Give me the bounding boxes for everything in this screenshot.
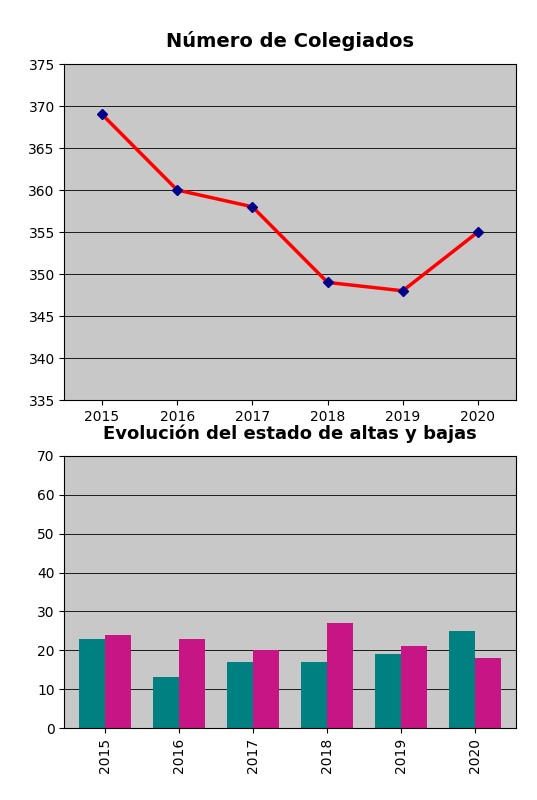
Bar: [327, 623, 353, 728]
Bar: [375, 654, 401, 728]
Title: Evolución del estado de altas y bajas: Evolución del estado de altas y bajas: [103, 425, 477, 443]
Bar: [179, 638, 205, 728]
Bar: [401, 646, 427, 728]
Bar: [475, 658, 500, 728]
Bar: [105, 634, 131, 728]
Bar: [227, 662, 253, 728]
Title: Número de Colegiados: Número de Colegiados: [166, 31, 414, 51]
Bar: [253, 650, 279, 728]
Bar: [449, 631, 475, 728]
Bar: [153, 678, 179, 728]
Bar: [301, 662, 327, 728]
Bar: [79, 638, 105, 728]
